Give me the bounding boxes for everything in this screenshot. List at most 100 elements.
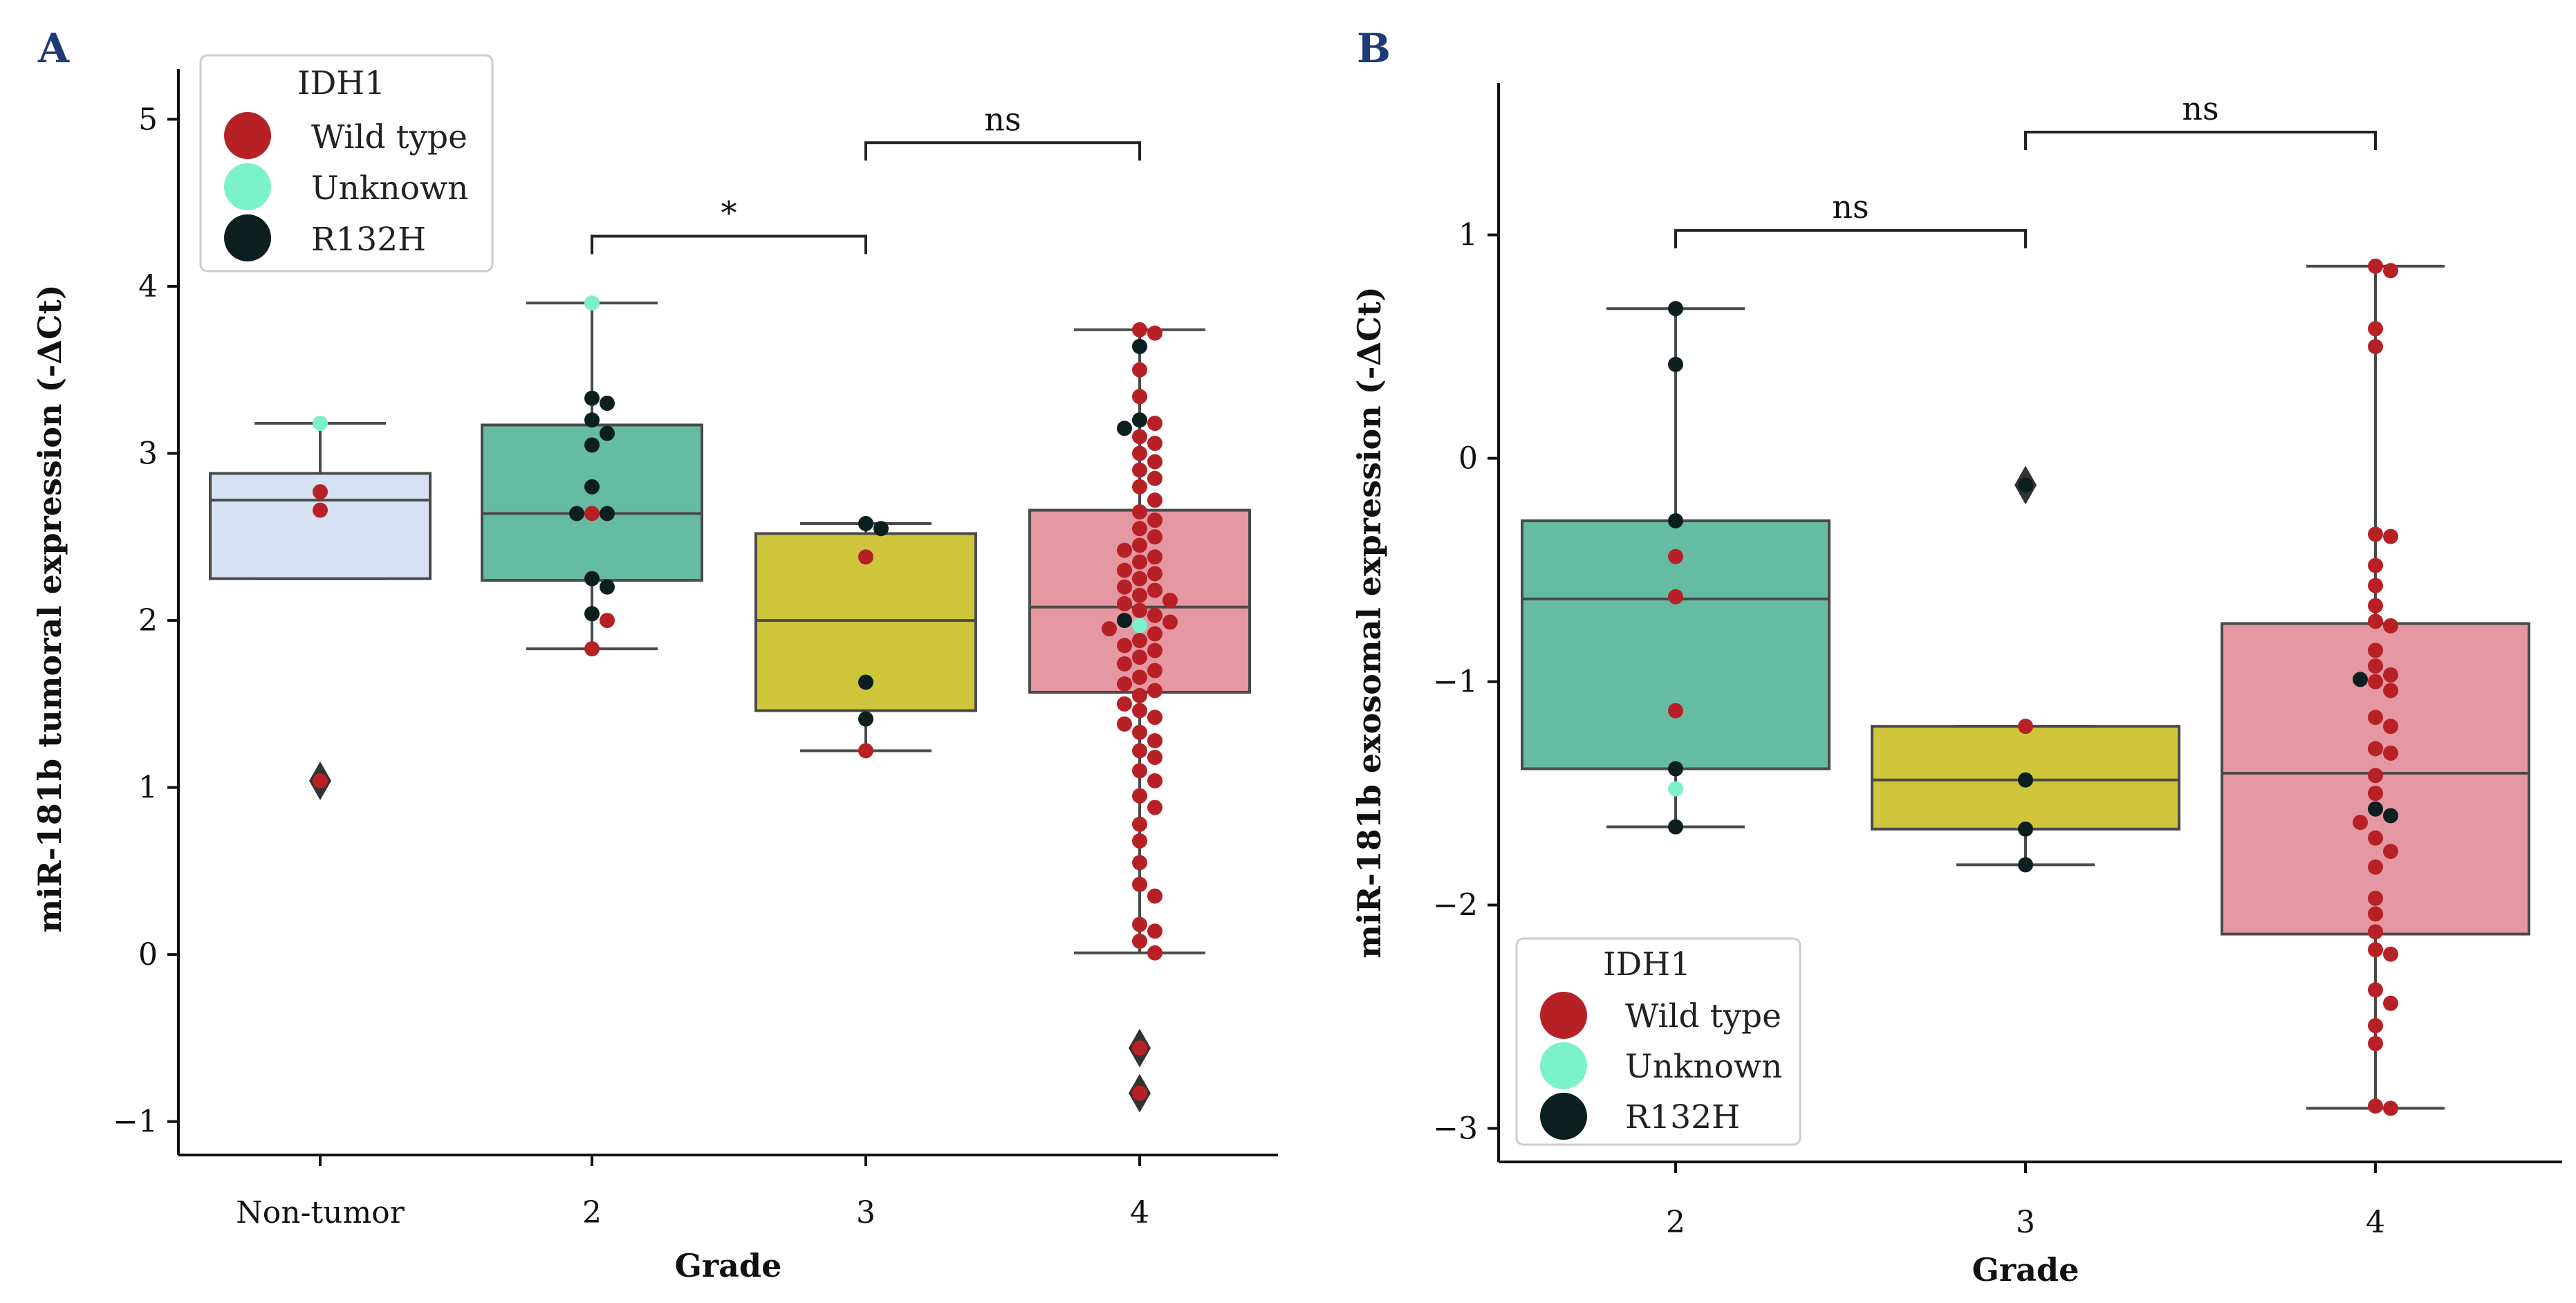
panel-a-data-point xyxy=(584,641,600,657)
panel-a-data-point xyxy=(313,502,328,518)
panel-a-data-point xyxy=(1147,416,1162,432)
panel-a-data-point xyxy=(1147,663,1162,678)
panel-a-data-point xyxy=(1132,916,1147,932)
panel-a-data-point xyxy=(1132,816,1147,832)
panel-b-data-point xyxy=(2383,528,2398,544)
panel-a-data-point xyxy=(1132,322,1147,338)
panel-a-data-point xyxy=(1132,833,1147,849)
panel-b-data-point xyxy=(2383,745,2398,761)
panel-a-x-ticks: Non-tumor 2 3 4 xyxy=(236,1155,1149,1230)
panel-a-data-point xyxy=(858,515,873,531)
panel-a-data-point xyxy=(1147,607,1162,623)
panel-a-data-point xyxy=(1147,626,1162,642)
panel-b-data-point xyxy=(2368,890,2383,906)
panel-b-y-tick-label: 0 xyxy=(1458,441,1478,477)
panel-a-data-point xyxy=(1147,643,1162,658)
panel-b-data-point xyxy=(1668,819,1683,835)
panel-b-legend-label-wild-type: Wild type xyxy=(1625,997,1781,1035)
panel-b-data-point xyxy=(2383,719,2398,734)
panel-a-data-point xyxy=(1132,618,1147,634)
panel-a-x-tick-label: 4 xyxy=(1130,1195,1149,1230)
panel-a: A * ns −1 0 1 2 3 4 5 Non-tumor 2 3 4 Grade miR-18… xyxy=(31,25,1278,1284)
panel-b-significance-bracket xyxy=(2024,131,2377,151)
panel-a-data-point xyxy=(600,425,615,441)
panel-b-data-point xyxy=(2368,643,2383,658)
panel-a-legend-label-wild-type: Wild type xyxy=(311,118,467,156)
panel-b-data-point xyxy=(2368,982,2383,998)
panel-b-data-point xyxy=(2368,258,2383,274)
panel-b-significance-label: ns xyxy=(1832,188,1869,225)
panel-b-data-point xyxy=(1668,513,1683,529)
panel-b-data-point xyxy=(2368,613,2383,629)
panel-a-data-point xyxy=(600,613,615,629)
panel-a-data-point xyxy=(1117,716,1132,732)
panel-a-y-tick-label: 3 xyxy=(138,436,158,472)
panel-a-data-point xyxy=(1132,669,1147,685)
panel-b-data-point xyxy=(2383,263,2398,279)
panel-a-data-point xyxy=(858,711,873,727)
panel-a-y-ticks: −1 0 1 2 3 4 5 xyxy=(113,102,178,1140)
panel-a-data-point xyxy=(1147,923,1162,939)
panel-b-legend-label-unknown: Unknown xyxy=(1625,1048,1782,1086)
panel-a-y-tick-label: 0 xyxy=(138,937,158,972)
panel-a-x-tick-label: 3 xyxy=(856,1195,875,1230)
panel-b-data-point xyxy=(2383,844,2398,860)
panel-b-x-axis-title: Grade xyxy=(1972,1251,2079,1288)
panel-a-data-point xyxy=(1132,445,1147,461)
panel-b-data-point xyxy=(2368,1035,2383,1051)
panel-a-x-tick-label: Non-tumor xyxy=(236,1195,405,1230)
panel-a-data-point xyxy=(1132,724,1147,740)
panel-b-y-tick-label: 1 xyxy=(1458,218,1478,253)
panel-b-data-point xyxy=(2368,658,2383,674)
panel-a-data-point xyxy=(1147,582,1162,598)
panel-b-data-point xyxy=(2018,719,2033,734)
panel-b-data-point xyxy=(2368,710,2383,726)
panel-b-data-point xyxy=(1668,703,1683,719)
panel-a-data-point xyxy=(313,773,328,788)
panel-b-data-point xyxy=(2368,942,2383,958)
panel-b-data-point xyxy=(2368,1017,2383,1033)
panel-label-a: A xyxy=(37,25,70,72)
panel-a-data-point xyxy=(1117,638,1132,654)
panel-a-legend-marker-unknown xyxy=(224,163,271,210)
panel-a-y-tick-label: 1 xyxy=(138,770,158,806)
panel-a-data-point xyxy=(1147,512,1162,528)
panel-a-data-point xyxy=(1132,687,1147,703)
panel-a-data-point xyxy=(1132,571,1147,586)
panel-a-y-tick-label: 5 xyxy=(138,102,158,137)
panel-b-y-ticks: −3 −2 −1 0 1 xyxy=(1433,218,1499,1147)
panel-a-data-point xyxy=(1132,412,1147,428)
panel-a-data-point xyxy=(1147,470,1162,486)
panel-a-data-point xyxy=(1147,732,1162,748)
panel-a-boxes xyxy=(209,302,1251,1113)
panel-a-significance-label: * xyxy=(721,194,737,232)
panel-a-data-point xyxy=(584,295,600,311)
panel-b-data-point xyxy=(1668,761,1683,777)
panel-a-data-point xyxy=(1132,462,1147,478)
panel-a-legend-title: IDH1 xyxy=(297,64,385,102)
panel-a-data-point xyxy=(1132,743,1147,759)
panel-b-data-point xyxy=(2018,857,2033,873)
panel-b-data-point xyxy=(1668,781,1683,797)
panel-a-data-point xyxy=(584,412,600,428)
panel-b-data-point xyxy=(2368,830,2383,846)
panel-a-data-point xyxy=(873,521,889,537)
panel-a-data-point xyxy=(584,506,600,521)
panel-b-data-point xyxy=(2368,321,2383,337)
panel-a-data-point xyxy=(313,416,328,432)
panel-a-x-tick-label: 2 xyxy=(582,1195,602,1230)
panel-a-data-point xyxy=(1117,542,1132,558)
panel-b-data-point xyxy=(1668,301,1683,317)
panel-a-legend-label-r132h: R132H xyxy=(311,221,426,259)
panel-b-points xyxy=(1668,258,2398,1116)
panel-a-data-point xyxy=(1132,855,1147,871)
panel-a-data-point xyxy=(584,437,600,453)
panel-b-data-point xyxy=(2368,1098,2383,1114)
panel-a-x-axis-title: Grade xyxy=(675,1247,782,1284)
panel-a-data-point xyxy=(313,484,328,500)
panel-b-x-tick-label: 3 xyxy=(2016,1205,2035,1240)
panel-a-data-point xyxy=(1162,614,1178,630)
panel-a-data-point xyxy=(1147,566,1162,582)
panel-a-data-point xyxy=(1117,676,1132,692)
panel-b-x-ticks: 2 3 4 xyxy=(1666,1162,2385,1240)
